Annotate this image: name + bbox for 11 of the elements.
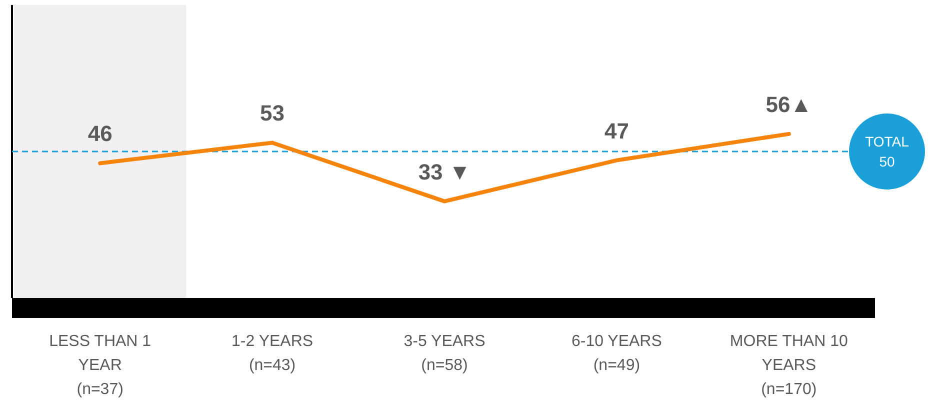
x-tick-label: 3-5 YEARS (n=58) bbox=[404, 333, 486, 374]
data-label: 53 bbox=[260, 100, 285, 126]
data-label: 47 bbox=[604, 118, 629, 144]
data-label: 56▲ bbox=[766, 92, 812, 117]
x-tick-label: 1-2 YEARS (n=43) bbox=[232, 333, 314, 374]
data-label: 33 ▼ bbox=[418, 159, 471, 184]
ref-line-label: TOTAL 50 bbox=[865, 134, 910, 170]
x-tick-label: MORE THAN 10 YEARS (n=170) bbox=[730, 333, 848, 398]
x-tick-label: 6-10 YEARS (n=49) bbox=[571, 333, 662, 374]
x-tick-label: LESS THAN 1 YEAR (n=37) bbox=[49, 333, 152, 398]
data-label: 46 bbox=[88, 121, 112, 146]
